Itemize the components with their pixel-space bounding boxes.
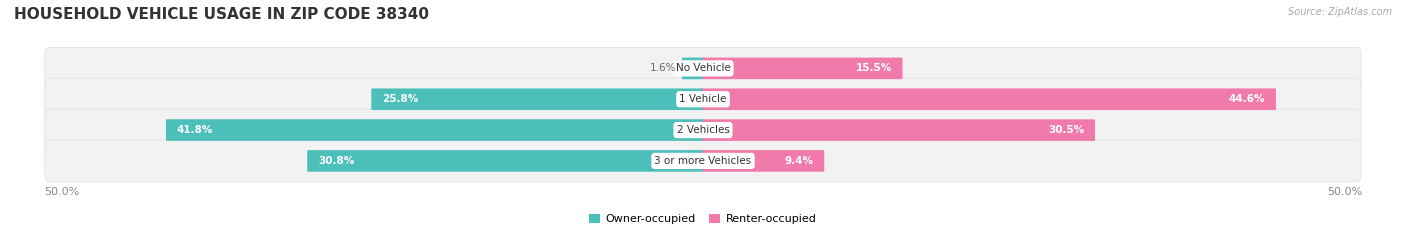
Text: 25.8%: 25.8% [382, 94, 419, 104]
Text: 3 or more Vehicles: 3 or more Vehicles [654, 156, 752, 166]
FancyBboxPatch shape [703, 119, 1095, 141]
Text: 15.5%: 15.5% [855, 63, 891, 73]
Legend: Owner-occupied, Renter-occupied: Owner-occupied, Renter-occupied [585, 209, 821, 229]
Text: 30.8%: 30.8% [318, 156, 354, 166]
Text: No Vehicle: No Vehicle [675, 63, 731, 73]
FancyBboxPatch shape [45, 78, 1361, 120]
Text: 1 Vehicle: 1 Vehicle [679, 94, 727, 104]
Text: 41.8%: 41.8% [177, 125, 214, 135]
FancyBboxPatch shape [703, 88, 1275, 110]
Text: 30.5%: 30.5% [1047, 125, 1084, 135]
FancyBboxPatch shape [682, 58, 703, 79]
FancyBboxPatch shape [307, 150, 703, 172]
FancyBboxPatch shape [45, 109, 1361, 151]
FancyBboxPatch shape [45, 140, 1361, 182]
FancyBboxPatch shape [371, 88, 703, 110]
Text: 1.6%: 1.6% [650, 63, 676, 73]
FancyBboxPatch shape [45, 48, 1361, 89]
Text: 44.6%: 44.6% [1229, 94, 1265, 104]
Text: 2 Vehicles: 2 Vehicles [676, 125, 730, 135]
FancyBboxPatch shape [703, 150, 824, 172]
Text: 9.4%: 9.4% [785, 156, 813, 166]
FancyBboxPatch shape [703, 58, 903, 79]
Text: HOUSEHOLD VEHICLE USAGE IN ZIP CODE 38340: HOUSEHOLD VEHICLE USAGE IN ZIP CODE 3834… [14, 7, 429, 22]
FancyBboxPatch shape [166, 119, 703, 141]
Text: Source: ZipAtlas.com: Source: ZipAtlas.com [1288, 7, 1392, 17]
